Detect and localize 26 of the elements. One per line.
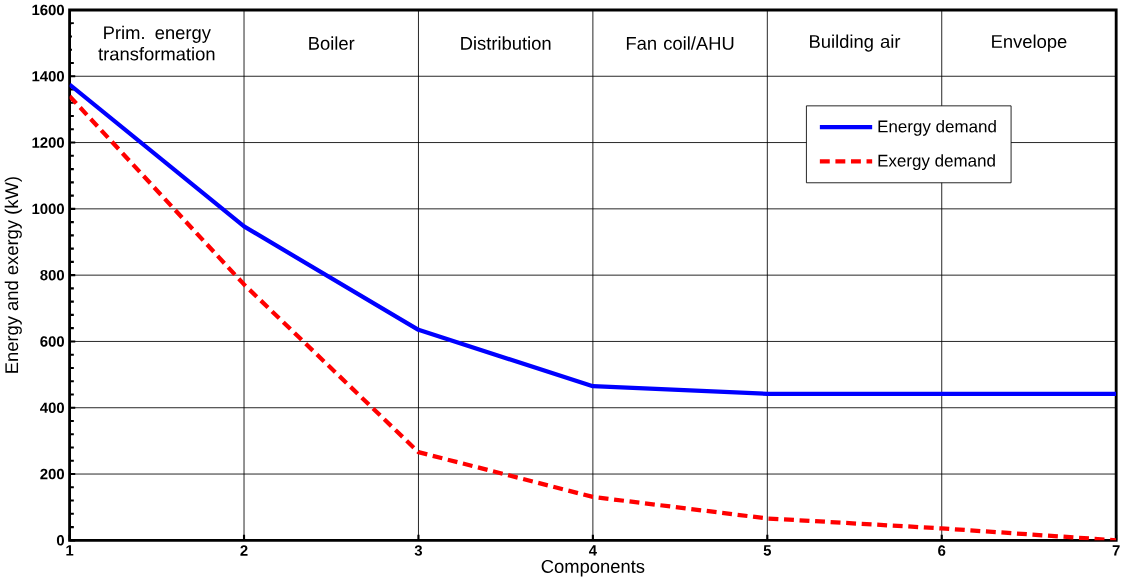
y-tick-label: 600	[40, 336, 64, 347]
y-tick-label: 1000	[32, 203, 64, 214]
y-axis-title: Energy and exergy (kW)	[4, 177, 22, 373]
x-tick-label: 4	[588, 545, 597, 556]
y-tick-label: 800	[40, 269, 64, 281]
x-tick-label: 1	[66, 545, 74, 556]
x-axis-title: Components	[541, 559, 645, 577]
x-tick-label: 7	[1112, 545, 1120, 556]
annotation: Distribution	[461, 36, 551, 50]
annotation: Fan coil/AHU	[626, 36, 734, 50]
x-tick-label: 5	[763, 545, 772, 556]
annotation: Prim. energy transformation	[98, 25, 215, 61]
y-tick-label: 200	[40, 468, 64, 480]
y-tick-label: 1200	[32, 137, 64, 148]
y-tick-label: 1600	[32, 4, 64, 16]
annotation: Boiler	[309, 36, 355, 50]
y-tick-label: 0	[56, 534, 64, 546]
legend-label: Energy demand	[878, 119, 996, 136]
annotation: Building air	[810, 34, 901, 52]
x-tick-label: 3	[414, 545, 423, 556]
legend-label: Exergy demand	[878, 154, 995, 170]
y-tick-label: 1400	[32, 70, 64, 82]
y-tick-label: 400	[40, 402, 64, 413]
x-tick-label: 2	[240, 545, 248, 556]
annotation: Envelope	[992, 34, 1067, 52]
x-tick-label: 6	[938, 545, 946, 556]
